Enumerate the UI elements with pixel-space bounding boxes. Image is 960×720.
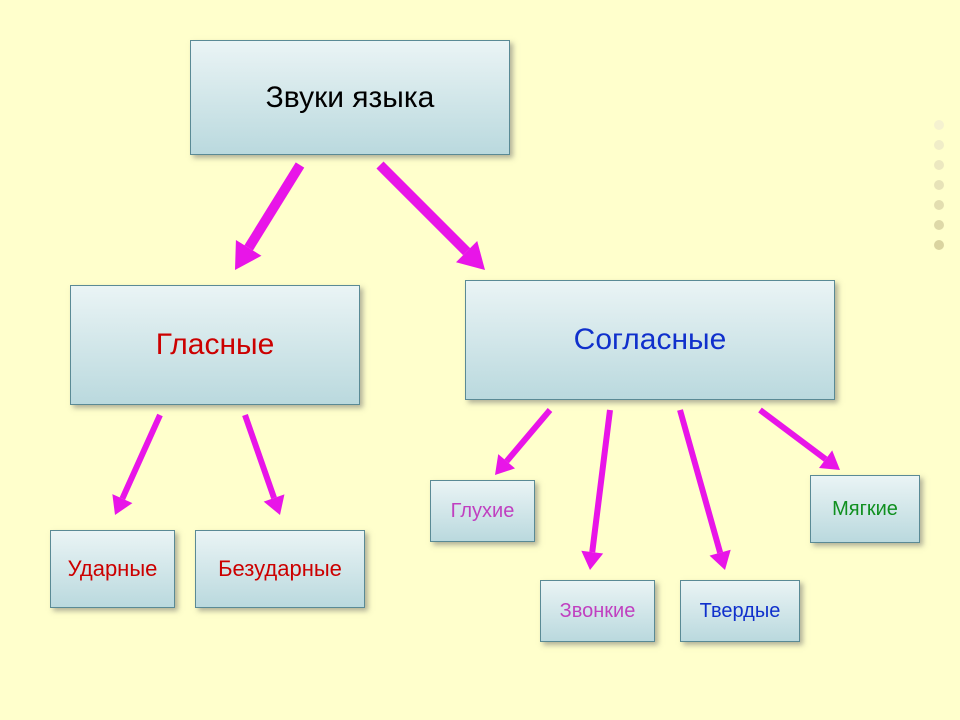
node-voiceless: Глухие [430, 480, 535, 542]
node-voiced: Звонкие [540, 580, 655, 642]
edge-conson-voiceless [495, 410, 550, 475]
node-hard: Твердые [680, 580, 800, 642]
edge-conson-soft [760, 410, 840, 470]
decor-dots [934, 110, 944, 260]
node-vowels: Гласные [70, 285, 360, 405]
node-root: Звуки языка [190, 40, 510, 155]
edge-vowels-stressed [112, 415, 160, 515]
node-unstress: Безударные [195, 530, 365, 608]
edge-root-vowels [235, 165, 300, 270]
edge-vowels-unstress [245, 415, 284, 515]
edge-root-conson [380, 165, 485, 270]
node-stressed: Ударные [50, 530, 175, 608]
node-soft: Мягкие [810, 475, 920, 543]
edge-conson-hard [680, 410, 731, 570]
node-conson: Согласные [465, 280, 835, 400]
edge-conson-voiced [581, 410, 610, 570]
